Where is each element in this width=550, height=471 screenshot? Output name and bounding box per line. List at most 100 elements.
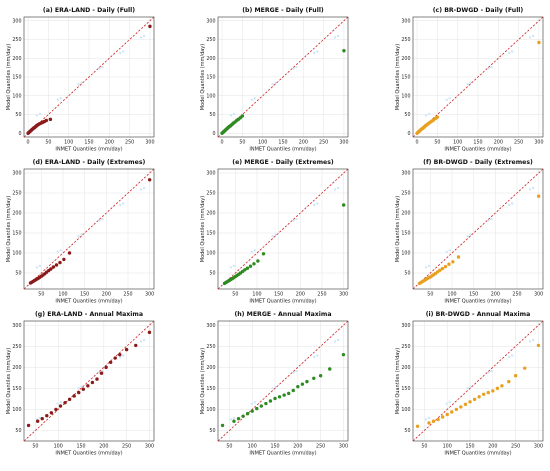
data-point (45, 414, 49, 418)
watermark-dot (98, 67, 101, 70)
data-point (245, 411, 250, 416)
watermark-dot (229, 418, 233, 421)
y-tick-label: 50 (404, 112, 410, 118)
watermark-dot (511, 354, 514, 357)
watermark-dot (232, 112, 236, 116)
data-point (454, 407, 459, 412)
watermark-dot (142, 186, 146, 190)
data-point (264, 401, 268, 406)
y-tick-label: 100 (401, 407, 410, 413)
panel-title: (a) ERA-LAND - Daily (Full) (43, 7, 135, 14)
y-tick-label: 200 (206, 56, 215, 62)
watermark-dot (139, 36, 143, 39)
y-tick-label: 200 (12, 365, 21, 371)
watermark-dot (232, 264, 236, 268)
y-tick-label: 100 (12, 251, 21, 257)
x-tick-label: 50 (239, 140, 245, 146)
y-axis-label: Model Quantiles (mm/day) (395, 196, 401, 263)
watermark-dot (508, 355, 511, 359)
x-tick-label: 200 (102, 292, 111, 298)
watermark-dot (490, 217, 493, 221)
data-point (62, 257, 66, 262)
watermark-dot (253, 249, 256, 252)
data-point (468, 400, 472, 404)
plot-frame (23, 168, 155, 290)
watermark-dot (313, 51, 316, 55)
y-tick-label: 300 (206, 171, 215, 177)
watermark-dot (469, 81, 472, 84)
watermark-marks (229, 338, 340, 421)
watermark-dot (508, 51, 511, 55)
y-tick-label: 150 (206, 75, 215, 81)
x-tick-label: 200 (293, 444, 302, 450)
x-tick-label: 200 (491, 292, 500, 298)
watermark-dot (295, 217, 298, 221)
y-tick-label: 150 (401, 386, 410, 392)
watermark-dot (333, 36, 337, 39)
x-axis-label: INMET Quantiles (mm/day) (249, 147, 316, 153)
y-tick-label: 150 (12, 386, 21, 392)
plot-frame (23, 320, 155, 442)
y-tick-label: 250 (12, 191, 21, 197)
watermark-dot (531, 186, 535, 190)
watermark-dot (511, 50, 514, 53)
data-point (282, 393, 286, 397)
watermark-dot (122, 50, 125, 53)
data-point (450, 410, 454, 414)
panel-title: (d) ERA-LAND - Daily (Extremes) (33, 159, 146, 166)
watermark-dot (35, 114, 39, 117)
watermark-dot (448, 97, 451, 100)
qq-panel-6: (g) ERA-LAND - Annual Maxima 50 100 150 200 2… (6, 311, 155, 457)
watermark-dot (424, 114, 428, 117)
data-point (54, 263, 59, 267)
watermark-marks (229, 186, 340, 269)
y-tick-label: 150 (206, 231, 215, 237)
reference-line-1to1 (217, 168, 349, 290)
x-tick-label: 300 (145, 444, 154, 450)
watermark-dot (487, 371, 490, 374)
y-tick-label: 50 (15, 112, 21, 118)
x-tick-label: 300 (339, 140, 348, 146)
watermark-dot (80, 385, 83, 388)
data-point (447, 262, 451, 266)
x-tick-label: 250 (316, 444, 325, 450)
x-tick-label: 200 (494, 140, 503, 146)
watermark-dot (253, 97, 256, 100)
qq-panel-4: (e) MERGE - Daily (Extremes) 50 100 150 200 2… (200, 159, 349, 305)
y-axis-label: Model Quantiles (mm/day) (6, 44, 12, 111)
data-point (77, 390, 81, 395)
plot-frame (217, 168, 349, 290)
x-tick-label: 50 (38, 292, 44, 298)
watermark-dot (119, 203, 122, 207)
watermark-dot (38, 264, 42, 268)
x-tick-label: 250 (512, 292, 521, 298)
x-tick-label: 250 (125, 140, 134, 146)
data-point (456, 255, 461, 259)
x-tick-label: 50 (434, 140, 440, 146)
watermark-dot (313, 355, 316, 359)
watermark-dot (336, 338, 340, 342)
watermark-dot (274, 81, 277, 84)
x-tick-label: 50 (232, 292, 238, 298)
qq-panel-3: (d) ERA-LAND - Daily (Extremes) 50 100 150 2… (6, 159, 155, 305)
data-point (500, 384, 504, 388)
data-point (220, 423, 225, 428)
x-tick-label: 200 (299, 140, 308, 146)
x-tick-label: 100 (252, 292, 261, 298)
watermark-dot (466, 387, 469, 390)
watermark-dot (292, 67, 295, 70)
y-tick-label: 300 (401, 18, 410, 24)
watermark-dot (80, 233, 83, 236)
data-point (440, 415, 445, 419)
data-point (507, 379, 511, 384)
y-axis-label: Model Quantiles (mm/day) (6, 348, 12, 415)
data-point (108, 360, 113, 364)
watermark-dot (295, 65, 298, 69)
watermark-dot (271, 83, 274, 86)
x-axis-label: INMET Quantiles (mm/day) (444, 451, 511, 457)
x-tick-label: 100 (54, 444, 63, 450)
data-point (113, 356, 117, 360)
watermark-dot (229, 114, 233, 117)
x-tick-label: 50 (45, 140, 51, 146)
data-point (81, 387, 85, 391)
